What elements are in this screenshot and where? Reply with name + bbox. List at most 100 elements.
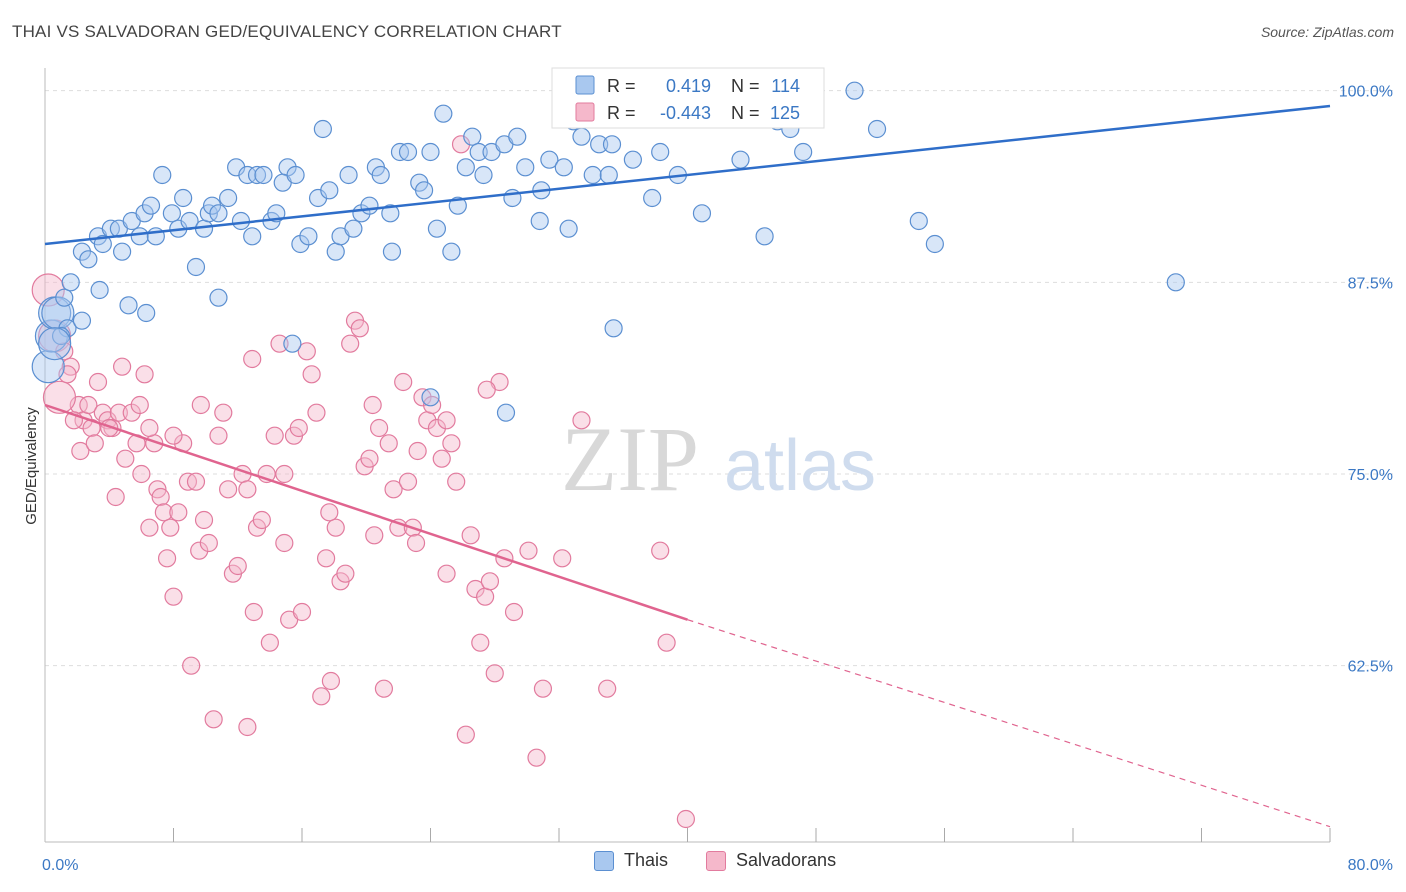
salvadorans-point-16 xyxy=(112,357,132,376)
trend-lines xyxy=(44,104,1331,828)
thais-point-96 xyxy=(794,142,813,162)
salvadorans-point-90 xyxy=(447,472,466,491)
thais-point-103 xyxy=(283,334,302,353)
tick-labels: 62.5% 75.0% 87.5% 100.0% 0.0% 80.0% xyxy=(42,84,1393,874)
thais-point-92 xyxy=(731,150,750,169)
salvadorans-point-68 xyxy=(341,334,360,353)
y-tick-label-1: 75.0% xyxy=(1348,467,1393,484)
thais-point-102 xyxy=(496,403,516,422)
salvadorans-point-104 xyxy=(533,679,553,698)
thais-point-83 xyxy=(599,165,618,185)
thais-point-74 xyxy=(530,211,549,231)
salvadorans-point-108 xyxy=(651,541,670,560)
salvadorans-point-20 xyxy=(130,395,149,415)
thais-point-44 xyxy=(313,119,332,139)
salvadorans-point-73 xyxy=(365,526,384,545)
thais-point-0 xyxy=(31,350,65,384)
salvadorans-point-106 xyxy=(572,411,591,430)
salvadorans-point-33 xyxy=(182,656,201,675)
salvadorans-point-39 xyxy=(209,426,228,445)
legend-n-value-salvadorans: 125 xyxy=(770,103,800,123)
salvadorans-point-87 xyxy=(432,449,451,468)
thais-point-99 xyxy=(909,211,928,231)
watermark-atlas: atlas xyxy=(724,426,876,506)
salvadorans-point-118 xyxy=(238,480,257,499)
salvadorans-point-116 xyxy=(164,426,183,445)
thais-point-40 xyxy=(286,165,305,185)
salvadorans-point-63 xyxy=(316,549,336,568)
thais-point-88 xyxy=(651,142,670,162)
thais-point-106 xyxy=(209,288,228,307)
thais-point-86 xyxy=(623,150,642,169)
trend-line-salvadorans-extension xyxy=(687,619,1331,828)
y-axis-label: GED/Equivalency xyxy=(23,407,40,525)
salvadorans-point-45 xyxy=(238,717,257,737)
salvadorans-point-49 xyxy=(252,510,271,530)
thais-point-67 xyxy=(469,142,488,162)
salvadorans-point-61 xyxy=(307,403,326,422)
thais-point-61 xyxy=(427,219,447,238)
thais-point-101 xyxy=(604,319,623,338)
salvadorans-point-58 xyxy=(292,602,312,622)
thais-point-49 xyxy=(344,219,363,238)
salvadorans-point-46 xyxy=(243,349,262,369)
salvadorans-point-13 xyxy=(109,403,128,422)
salvadorans-point-103 xyxy=(527,748,546,767)
watermark-zip: ZIP xyxy=(561,408,699,510)
legend-swatch-salvadorans xyxy=(575,102,595,122)
salvadorans-point-107 xyxy=(598,679,617,698)
salvadorans-point-19 xyxy=(132,464,151,484)
trend-line-salvadorans xyxy=(44,403,688,621)
thais-point-24 xyxy=(186,257,206,277)
salvadorans-point-125 xyxy=(42,380,77,414)
thais-point-20 xyxy=(162,204,181,223)
salvadorans-point-9 xyxy=(88,372,108,392)
source-credit: Source: ZipAtlas.com xyxy=(1260,24,1394,40)
thais-point-57 xyxy=(398,142,418,162)
salvadorans-point-120 xyxy=(320,503,339,522)
thais-point-12 xyxy=(112,242,132,261)
salvadorans-point-80 xyxy=(398,472,418,491)
salvadorans-point-52 xyxy=(265,426,284,445)
thais-point-73 xyxy=(516,158,535,177)
thais-point-10 xyxy=(93,234,112,254)
thais-point-33 xyxy=(243,227,262,246)
bottom-legend-item-salvadorans: Salvadorans xyxy=(706,850,836,871)
thais-point-110 xyxy=(72,311,92,330)
legend-r-label-thais: R = xyxy=(607,76,636,96)
bottom-legend-label-salvadorans: Salvadorans xyxy=(736,850,837,870)
thais-point-48 xyxy=(339,165,358,185)
salvadorans-point-76 xyxy=(379,434,398,453)
thais-point-109 xyxy=(137,303,156,323)
thais-point-84 xyxy=(602,135,622,154)
salvadorans-point-70 xyxy=(350,319,369,338)
y-tick-label-0: 62.5% xyxy=(1348,659,1393,676)
salvadorans-point-112 xyxy=(71,441,90,461)
salvadorans-point-7 xyxy=(79,395,98,415)
thais-point-22 xyxy=(174,188,193,208)
series-thais xyxy=(31,81,1185,422)
thais-point-80 xyxy=(572,127,591,146)
thais-point-19 xyxy=(153,165,172,185)
thais-point-82 xyxy=(590,135,609,154)
y-tick-label-2: 87.5% xyxy=(1348,275,1393,292)
thais-point-98 xyxy=(867,119,887,139)
thais-point-112 xyxy=(38,327,72,361)
legend-r-value-salvadorans: -0.443 xyxy=(660,103,711,123)
thais-point-81 xyxy=(583,165,602,185)
salvadorans-point-98 xyxy=(485,664,504,683)
thais-point-54 xyxy=(381,204,400,223)
salvadorans-point-97 xyxy=(480,572,500,591)
legend-r-label-salvadorans: R = xyxy=(607,103,636,123)
salvadorans-point-43 xyxy=(228,556,247,576)
salvadorans-point-67 xyxy=(336,564,355,583)
salvadorans-point-27 xyxy=(157,549,177,568)
thais-point-31 xyxy=(231,211,251,231)
bottom-legend-item-thais: Thais xyxy=(594,850,668,871)
watermark: ZIP atlas xyxy=(561,408,876,510)
thais-point-29 xyxy=(219,188,238,208)
thais-point-17 xyxy=(141,196,161,215)
legend-n-label-salvadorans: N = xyxy=(731,103,760,123)
thais-point-60 xyxy=(421,142,440,162)
